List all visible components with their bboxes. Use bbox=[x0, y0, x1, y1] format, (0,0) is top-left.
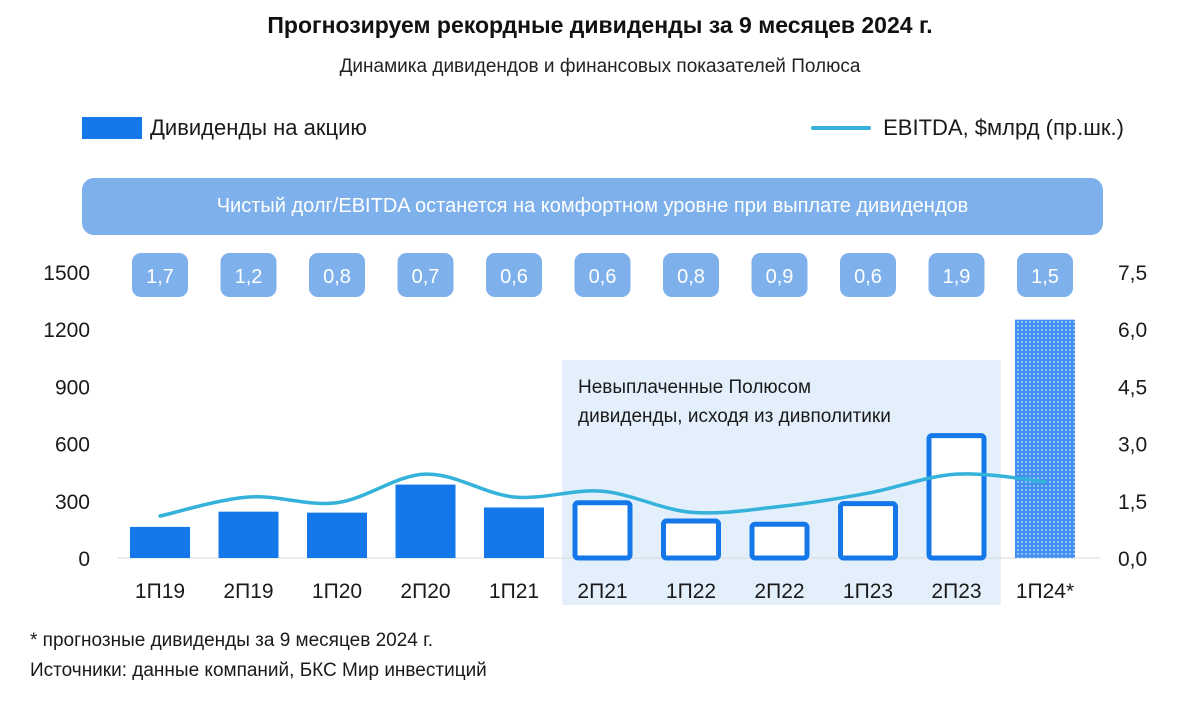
footnote: * прогнозные дивиденды за 9 месяцев 2024… bbox=[30, 630, 434, 651]
left-tick-label: 0 bbox=[78, 548, 90, 571]
left-axis: 0 300 600 900 1200 1500 bbox=[43, 262, 90, 571]
dividend-bar-unpaid bbox=[572, 500, 633, 561]
right-tick-label: 3,0 bbox=[1118, 434, 1147, 457]
right-tick-label: 4,5 bbox=[1118, 376, 1147, 399]
legend-bars-label: Дивиденды на акцию bbox=[150, 115, 367, 140]
left-tick-label: 600 bbox=[55, 434, 90, 457]
left-tick-label: 300 bbox=[55, 491, 90, 514]
sources: Источники: данные компаний, БКС Мир инве… bbox=[30, 660, 487, 681]
debt-badge bbox=[840, 253, 896, 297]
debt-badge bbox=[663, 253, 719, 297]
debt-badge-label: 0,9 bbox=[766, 266, 794, 288]
dividend-bars bbox=[130, 319, 1075, 561]
dividend-bar bbox=[130, 526, 190, 558]
debt-ebitda-banner: Чистый долг/EBITDA останется на комфортн… bbox=[82, 178, 1103, 235]
right-axis: 0,0 1,5 3,0 4,5 6,0 7,5 bbox=[1118, 262, 1147, 571]
debt-badge-label: 0,6 bbox=[854, 266, 882, 288]
debt-badge bbox=[574, 253, 631, 297]
chart-title: Прогнозируем рекордные дивиденды за 9 ме… bbox=[267, 12, 933, 38]
dividend-bar bbox=[484, 507, 544, 558]
debt-badge-label: 0,6 bbox=[500, 266, 528, 288]
dividend-bar bbox=[307, 512, 367, 558]
dividend-bar-unpaid bbox=[749, 521, 810, 561]
legend-bar-swatch bbox=[82, 117, 142, 139]
right-tick-label: 0,0 bbox=[1118, 548, 1147, 571]
x-tick-label: 2П19 bbox=[223, 580, 273, 603]
right-tick-label: 6,0 bbox=[1118, 319, 1147, 342]
x-axis-labels: 1П19 2П19 1П20 2П20 1П21 2П21 1П22 2П22 1П23 2П23… bbox=[135, 580, 1074, 603]
dividend-bar-forecast bbox=[1015, 319, 1075, 558]
dividend-bar-unpaid bbox=[661, 518, 721, 561]
debt-badge-label: 0,8 bbox=[323, 266, 351, 288]
x-tick-label: 1П23 bbox=[843, 580, 893, 603]
debt-badge bbox=[220, 253, 277, 297]
dividend-bar bbox=[395, 484, 456, 558]
dividend-bar-unpaid bbox=[926, 433, 987, 561]
debt-badge-label: 1,2 bbox=[235, 266, 263, 288]
dividend-bar bbox=[218, 511, 279, 558]
net-debt-badges: 1,7 1,2 0,8 0,7 0,6 0,6 0,8 0,9 0,6 1,9 1,5 bbox=[132, 253, 1073, 297]
x-tick-label: 2П20 bbox=[400, 580, 450, 603]
chart-subtitle: Динамика дивидендов и финансовых показат… bbox=[339, 56, 861, 77]
x-tick-label: 1П20 bbox=[312, 580, 362, 603]
x-tick-label: 2П21 bbox=[577, 580, 627, 603]
debt-badge-label: 1,9 bbox=[943, 266, 971, 288]
x-tick-label: 1П22 bbox=[666, 580, 716, 603]
annotation-line-1: Невыплаченные Полюсом bbox=[578, 377, 811, 398]
x-tick-label: 1П24* bbox=[1016, 580, 1074, 603]
left-tick-label: 1500 bbox=[43, 262, 90, 285]
debt-badge-label: 1,7 bbox=[146, 266, 174, 288]
debt-badge bbox=[309, 253, 365, 297]
debt-badge bbox=[751, 253, 808, 297]
x-tick-label: 2П23 bbox=[931, 580, 981, 603]
right-tick-label: 7,5 bbox=[1118, 262, 1147, 285]
debt-badge-label: 0,6 bbox=[589, 266, 617, 288]
annotation-line-2: дивиденды, исходя из дивполитики bbox=[578, 406, 891, 427]
dividend-bar-unpaid bbox=[838, 501, 898, 561]
debt-badge-label: 0,7 bbox=[412, 266, 440, 288]
banner-text: Чистый долг/EBITDA останется на комфортн… bbox=[216, 195, 969, 217]
debt-badge bbox=[928, 253, 985, 297]
right-tick-label: 1,5 bbox=[1118, 491, 1147, 514]
legend-bars: Дивиденды на акцию bbox=[82, 115, 367, 141]
left-tick-label: 1200 bbox=[43, 319, 90, 342]
legend-line: EBITDA, $млрд (пр.шк.) bbox=[811, 115, 1124, 141]
debt-badge bbox=[486, 253, 542, 297]
debt-badge bbox=[1017, 253, 1073, 297]
debt-badge bbox=[397, 253, 454, 297]
legend-line-label: EBITDA, $млрд (пр.шк.) bbox=[883, 115, 1124, 140]
left-tick-label: 900 bbox=[55, 376, 90, 399]
debt-badge bbox=[132, 253, 188, 297]
x-tick-label: 1П21 bbox=[489, 580, 539, 603]
x-tick-label: 1П19 bbox=[135, 580, 185, 603]
legend-line-swatch bbox=[811, 126, 872, 130]
debt-badge-label: 0,8 bbox=[677, 266, 705, 288]
debt-badge-label: 1,5 bbox=[1031, 266, 1059, 288]
dividends-chart: Невыплаченные Полюсом дивиденды, исходя … bbox=[43, 253, 1147, 605]
x-tick-label: 2П22 bbox=[754, 580, 804, 603]
ebitda-line bbox=[158, 472, 1047, 518]
ebitda-series bbox=[158, 472, 1047, 518]
